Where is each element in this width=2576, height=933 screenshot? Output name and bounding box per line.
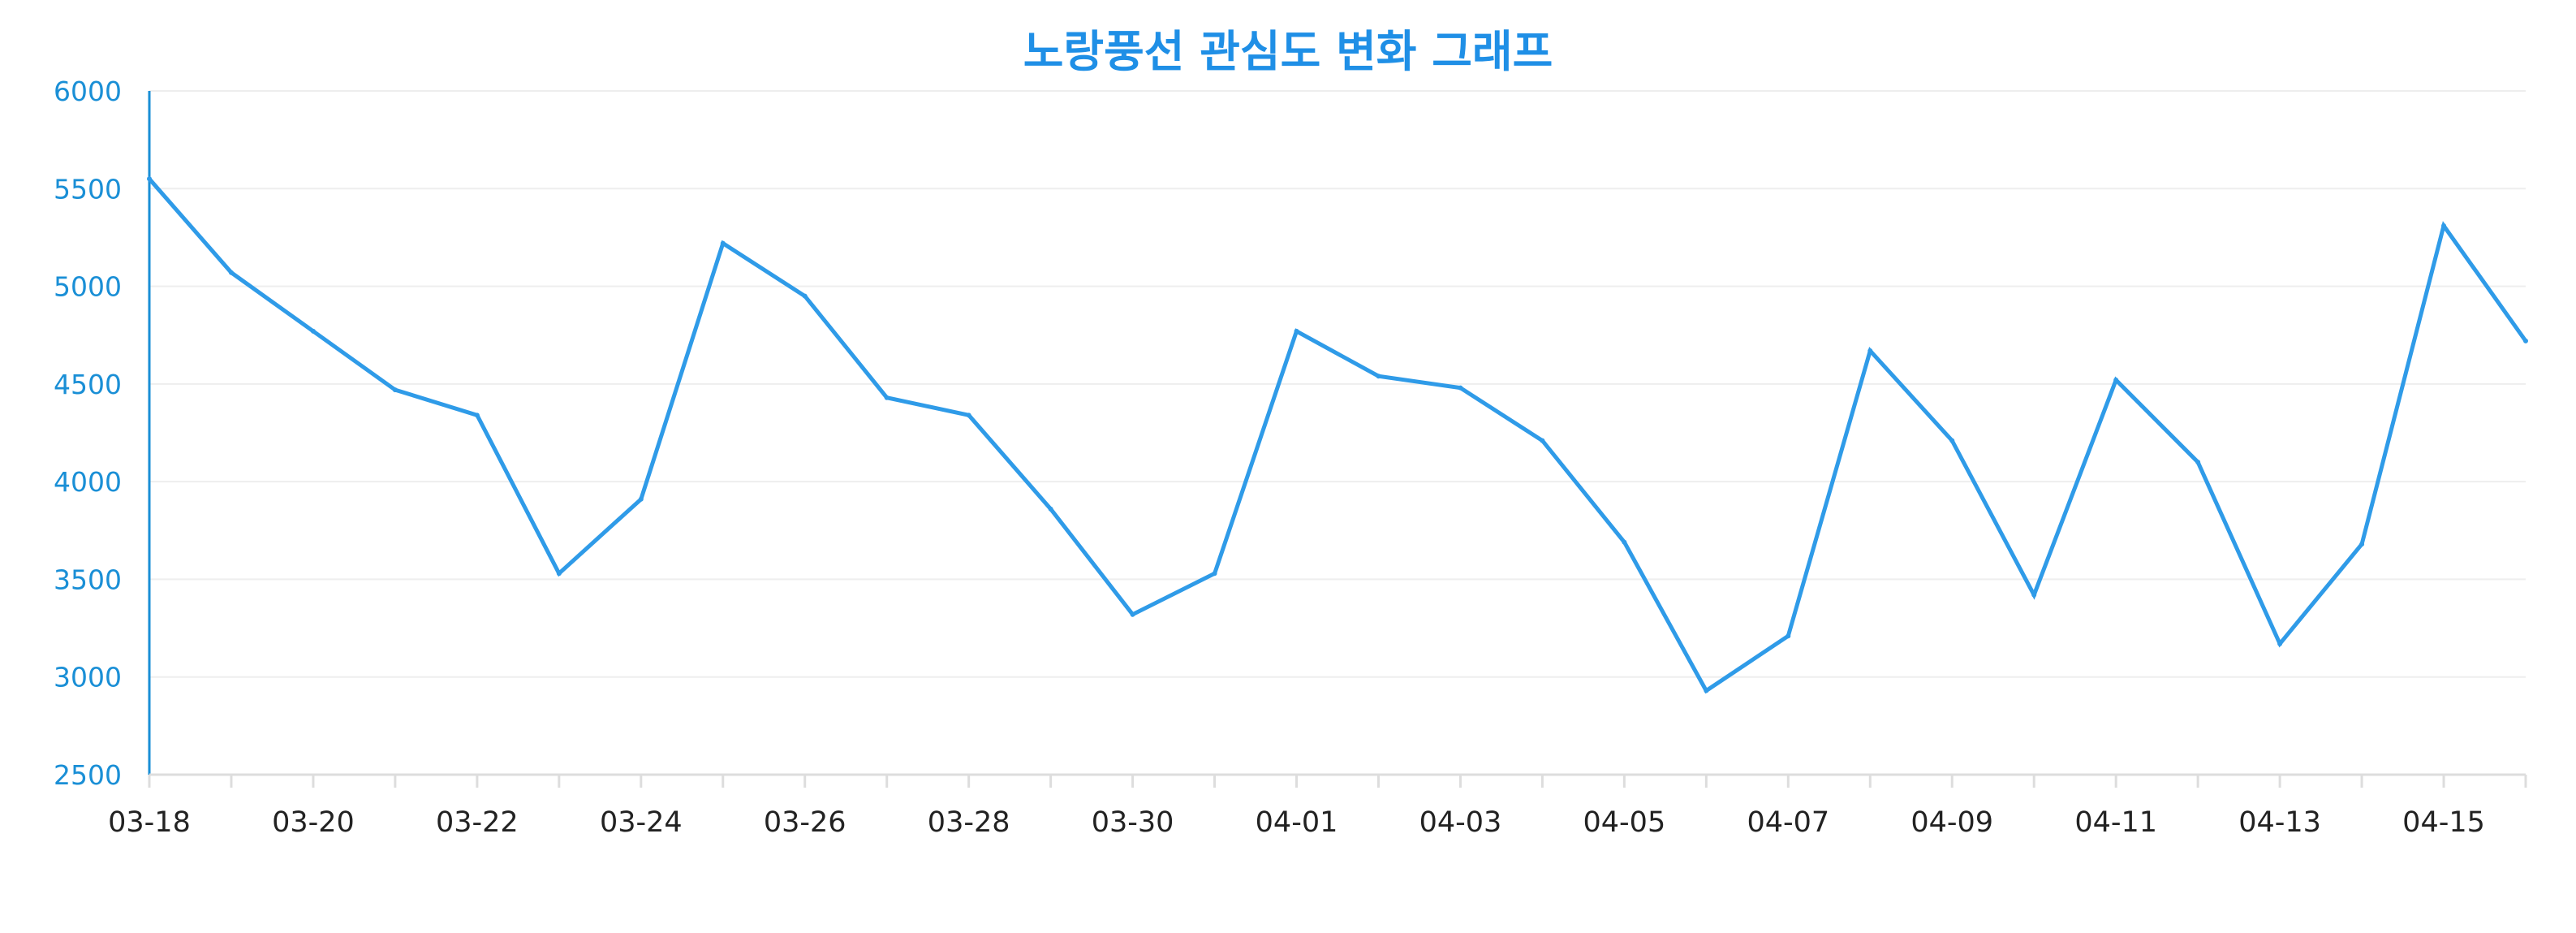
y-tick-label: 6000: [54, 76, 122, 107]
data-point[interactable]: [1130, 611, 1135, 617]
series-line: [148, 177, 2528, 694]
y-tick-label: 4500: [54, 369, 122, 400]
data-point[interactable]: [2031, 592, 2037, 598]
data-point[interactable]: [802, 293, 808, 299]
x-axis: 03-18 03-20 03-22 03-24 03-26 03-28 03-30 04-01…: [108, 773, 2527, 839]
data-point[interactable]: [884, 395, 890, 400]
x-tick-label: 03-28: [928, 806, 1010, 839]
data-point[interactable]: [1048, 506, 1053, 512]
data-point[interactable]: [638, 496, 644, 502]
x-tick-label: 04-05: [1583, 806, 1666, 839]
grid-lines: [149, 90, 2526, 678]
x-tick-label: 03-18: [108, 806, 191, 839]
data-point[interactable]: [1212, 571, 1217, 577]
data-point[interactable]: [1704, 688, 1709, 693]
data-point[interactable]: [2195, 460, 2201, 465]
data-point[interactable]: [2359, 542, 2365, 547]
data-point[interactable]: [1458, 385, 1463, 391]
x-tick-label: 03-20: [272, 806, 355, 839]
y-tick-label: 3000: [54, 662, 122, 693]
data-point[interactable]: [2441, 222, 2447, 228]
data-point[interactable]: [1949, 438, 1955, 443]
data-point[interactable]: [1867, 348, 1873, 353]
y-tick-label: 4000: [54, 466, 122, 498]
x-tick-label: 04-07: [1747, 806, 1829, 839]
x-tick-label: 04-13: [2238, 806, 2321, 839]
data-point[interactable]: [1540, 438, 1545, 443]
x-tick-label: 04-01: [1256, 806, 1338, 839]
series-group: [147, 176, 2528, 694]
x-tick-label: 04-03: [1419, 806, 1502, 839]
data-point[interactable]: [2523, 338, 2528, 343]
data-point[interactable]: [1376, 374, 1381, 379]
y-tick-label: 5500: [54, 173, 122, 205]
data-point[interactable]: [310, 328, 316, 334]
x-tick-label: 04-09: [1910, 806, 1993, 839]
y-tick-label: 5000: [54, 271, 122, 303]
data-point[interactable]: [392, 387, 398, 393]
data-point[interactable]: [556, 571, 562, 577]
y-tick-label: 3500: [54, 564, 122, 595]
y-axis-ticks: 6000 5500 5000 4500 4000 3500 3000 2500: [54, 76, 151, 791]
data-point[interactable]: [966, 413, 971, 418]
x-tick-label: 04-11: [2074, 806, 2157, 839]
x-tick-label: 03-24: [600, 806, 683, 839]
data-point[interactable]: [2113, 378, 2119, 383]
chart-title: 노랑풍선 관심도 변화 그래프: [1023, 26, 1553, 77]
y-tick-label: 2500: [54, 759, 122, 791]
x-tick-label: 04-15: [2402, 806, 2485, 839]
data-point[interactable]: [720, 240, 726, 246]
data-point[interactable]: [2277, 641, 2283, 646]
x-tick-label: 03-26: [764, 806, 846, 839]
data-point[interactable]: [1294, 328, 1299, 334]
x-tick-label: 03-30: [1092, 806, 1174, 839]
data-point[interactable]: [474, 413, 480, 418]
x-tick-label: 03-22: [436, 806, 519, 839]
data-point[interactable]: [147, 176, 152, 182]
data-point[interactable]: [1622, 539, 1627, 545]
data-point[interactable]: [1786, 633, 1791, 639]
data-point[interactable]: [228, 270, 234, 275]
